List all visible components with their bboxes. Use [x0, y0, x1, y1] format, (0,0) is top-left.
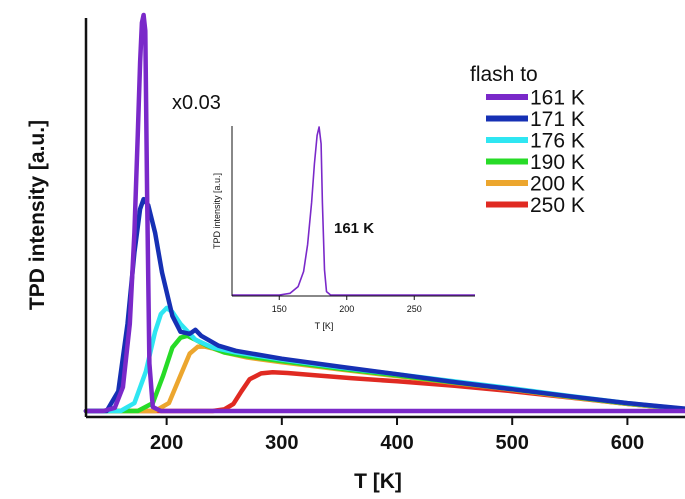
inset-series-group	[232, 126, 475, 296]
inset-series-line	[232, 126, 475, 296]
inset-x-ticks: 150 200 250	[272, 296, 422, 314]
x-tick-label: 400	[380, 432, 413, 454]
legend-label: 176 K	[530, 130, 585, 153]
x-tick-label: 200	[150, 432, 183, 454]
x-tick-label: 500	[496, 432, 529, 454]
scale-annotation: x0.03	[172, 92, 221, 114]
inset-annotation: 161 K	[334, 220, 374, 237]
legend-label: 171 K	[530, 108, 585, 131]
inset-x-axis-title: T [K]	[315, 321, 334, 331]
main-series-group	[83, 12, 685, 414]
legend-label: 200 K	[530, 173, 585, 196]
series-line-161-k	[83, 12, 685, 414]
main-plot: 200 300 400 500 600 T [K] TPD intensity [a.u…	[26, 12, 685, 493]
main-x-ticks: 200 300 400 500 600	[150, 417, 644, 454]
legend-label: 161 K	[530, 87, 585, 110]
legend-title: flash to	[470, 63, 538, 86]
main-y-axis-title: TPD intensity [a.u.]	[26, 120, 49, 310]
inset-x-tick-label: 200	[339, 304, 354, 314]
legend-label: 190 K	[530, 151, 585, 174]
inset-x-tick-label: 150	[272, 304, 287, 314]
x-tick-label: 600	[611, 432, 644, 454]
inset-plot: 150 200 250 T [K] TPD intensity [a.u.] 161…	[212, 126, 475, 331]
inset-y-axis-title: TPD intensity [a.u.]	[212, 173, 222, 249]
x-tick-label: 300	[265, 432, 298, 454]
legend-label: 250 K	[530, 194, 585, 217]
main-x-axis-title: T [K]	[354, 470, 402, 493]
inset-x-tick-label: 250	[407, 304, 422, 314]
